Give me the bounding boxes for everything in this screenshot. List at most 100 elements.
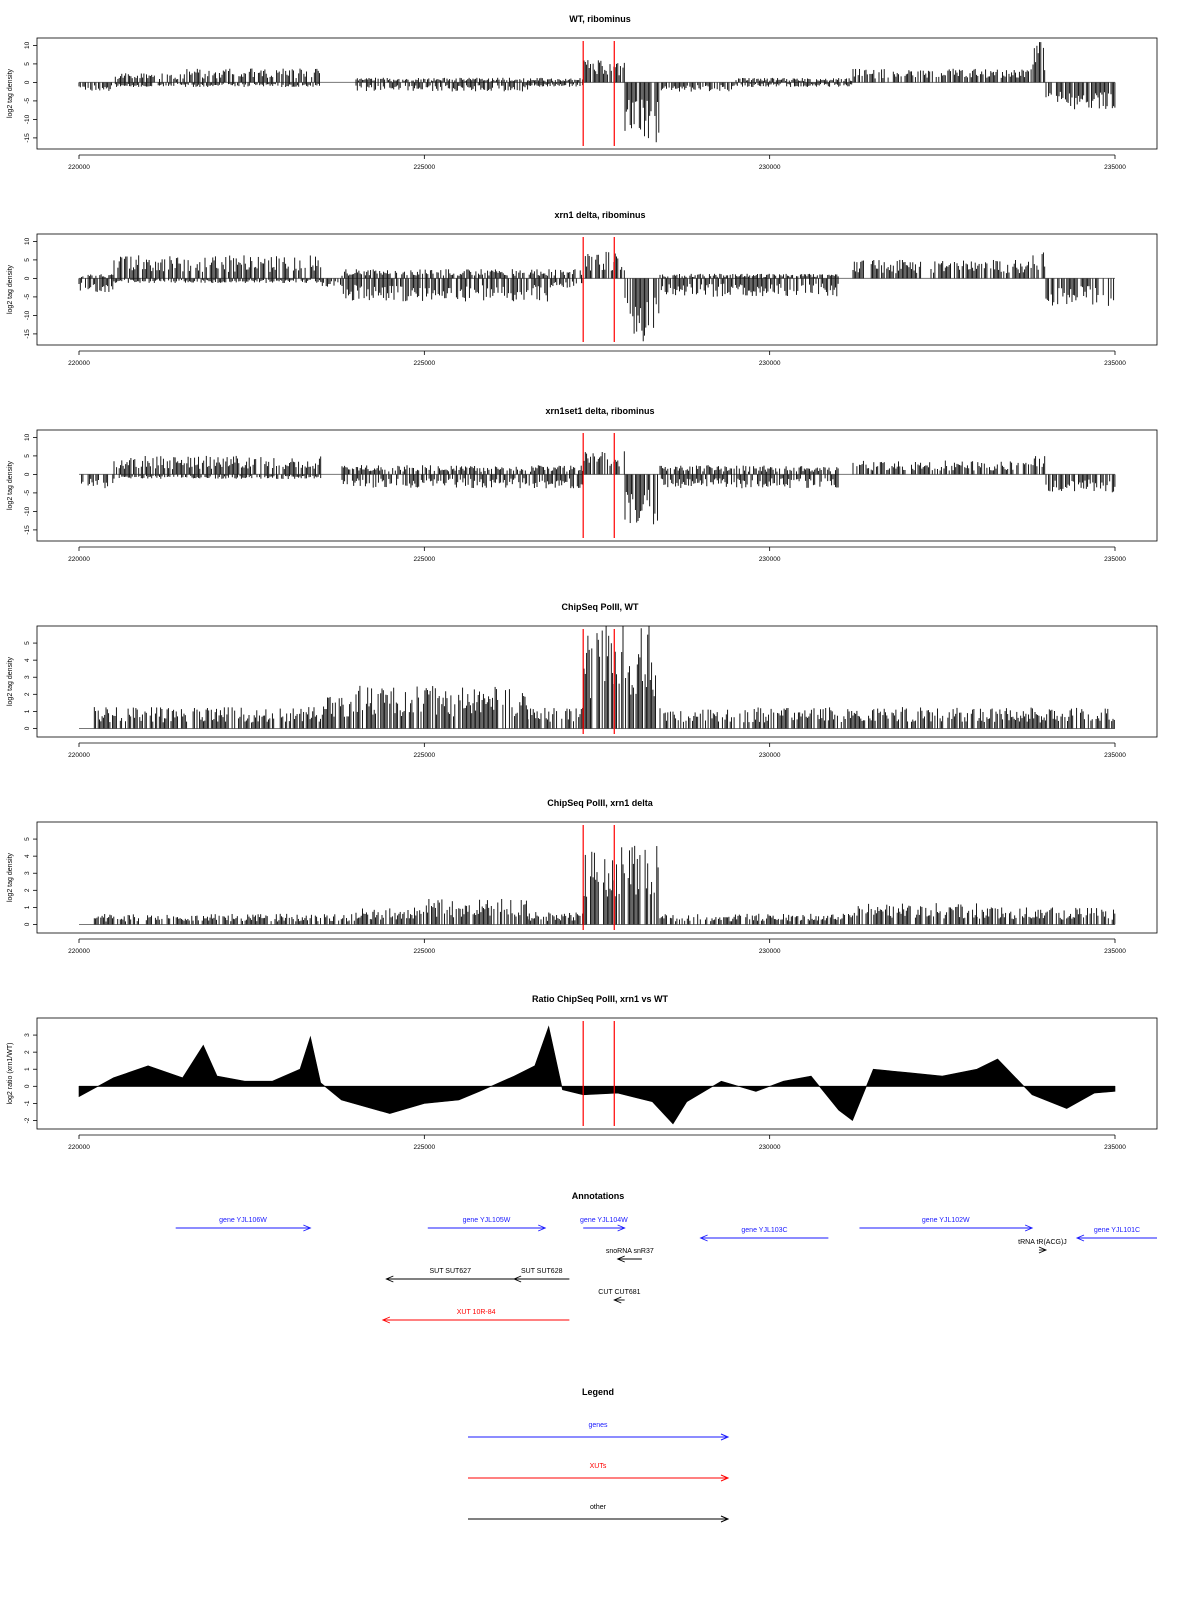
y-tick-label: 5 — [24, 258, 31, 262]
arrow-head — [1075, 1234, 1085, 1242]
legend-arrow-head — [720, 1474, 730, 1482]
y-tick-label: 0 — [24, 726, 31, 730]
y-tick-label: 4 — [24, 658, 31, 662]
y-tick-label: -5 — [24, 490, 31, 496]
x-tick-label: 225000 — [413, 1144, 435, 1151]
y-tick-label: 3 — [24, 871, 31, 875]
y-tick-label: 0 — [24, 80, 31, 84]
y-tick-label: -5 — [24, 294, 31, 300]
y-tick-label: -10 — [24, 114, 31, 124]
y-axis-label: log2 tag density — [7, 264, 14, 314]
arrow-head — [385, 1275, 394, 1283]
y-tick-label: 5 — [24, 454, 31, 458]
x-tick-label: 225000 — [413, 360, 435, 367]
x-tick-label: 230000 — [759, 556, 781, 563]
legend-entry-label: other — [590, 1504, 607, 1511]
annotations-title: Annotations — [572, 1191, 625, 1201]
plot-frame — [36, 1017, 1158, 1130]
plot-frame — [36, 37, 1158, 150]
annotation-label: gene YJL104W — [580, 1217, 628, 1224]
legend-arrow-head — [720, 1433, 730, 1441]
annotation-label: gene YJL102W — [922, 1217, 970, 1224]
y-tick-label: -1 — [24, 1100, 31, 1106]
annotation-label: gene YJL101C — [1094, 1227, 1140, 1234]
y-tick-label: 5 — [24, 62, 31, 66]
y-tick-label: 1 — [24, 1067, 31, 1071]
x-tick-label: 220000 — [68, 360, 90, 367]
x-tick-label: 230000 — [759, 360, 781, 367]
arrow-head — [616, 1255, 625, 1263]
x-tick-label: 225000 — [413, 948, 435, 955]
annotation-label: CUT CUT681 — [598, 1289, 640, 1296]
y-tick-label: 1 — [24, 905, 31, 909]
x-tick-label: 235000 — [1104, 360, 1126, 367]
annotation-label: gene YJL103C — [741, 1227, 787, 1234]
y-tick-label: 0 — [24, 472, 31, 476]
y-tick-label: 10 — [24, 41, 31, 49]
panel-title: ChipSeq PolII, WT — [562, 602, 639, 612]
y-axis-label: log2 tag density — [7, 656, 14, 706]
y-tick-label: -15 — [24, 525, 31, 535]
y-tick-label: 4 — [24, 854, 31, 858]
x-tick-label: 235000 — [1104, 948, 1126, 955]
arrow-head — [538, 1224, 547, 1232]
legend-title: Legend — [582, 1387, 614, 1397]
x-tick-label: 230000 — [759, 948, 781, 955]
annotation-label: XUT 10R-84 — [457, 1309, 496, 1316]
y-tick-label: -10 — [24, 310, 31, 320]
x-tick-label: 230000 — [759, 1144, 781, 1151]
plot-frame — [36, 821, 1158, 934]
y-axis-label: log2 tag density — [7, 460, 14, 510]
y-tick-label: 5 — [24, 641, 31, 645]
y-tick-label: -10 — [24, 506, 31, 516]
x-tick-label: 235000 — [1104, 1144, 1126, 1151]
annotation-label: snoRNA snR37 — [606, 1248, 654, 1255]
arrow-head — [1024, 1224, 1034, 1232]
y-tick-label: 5 — [24, 837, 31, 841]
annotation-label: gene YJL105W — [463, 1217, 511, 1224]
y-tick-label: 1 — [24, 709, 31, 713]
y-tick-label: 3 — [24, 675, 31, 679]
y-tick-label: 2 — [24, 888, 31, 892]
y-tick-label: 0 — [24, 922, 31, 926]
arrow-head — [613, 1296, 622, 1304]
arrow-head — [303, 1224, 312, 1232]
x-tick-label: 235000 — [1104, 556, 1126, 563]
legend-arrow-head — [720, 1515, 730, 1523]
y-tick-label: 0 — [24, 1084, 31, 1088]
arrow-head — [1038, 1246, 1048, 1254]
panel-title: WT, ribominus — [569, 14, 631, 24]
plot-frame — [36, 429, 1158, 542]
annotation-label: SUT SUT628 — [521, 1268, 563, 1275]
arrow-head — [381, 1316, 391, 1324]
x-tick-label: 235000 — [1104, 164, 1126, 171]
x-tick-label: 220000 — [68, 1144, 90, 1151]
x-tick-label: 230000 — [759, 752, 781, 759]
arrow-head — [699, 1234, 708, 1242]
y-axis-label: log2 tag density — [7, 68, 14, 118]
panel-title: ChipSeq PolII, xrn1 delta — [547, 798, 654, 808]
y-tick-label: -2 — [24, 1117, 31, 1123]
x-tick-label: 220000 — [68, 164, 90, 171]
y-tick-label: 0 — [24, 276, 31, 280]
legend-entry-label: XUTs — [590, 1463, 607, 1470]
x-tick-label: 225000 — [413, 752, 435, 759]
x-tick-label: 225000 — [413, 164, 435, 171]
y-tick-label: 2 — [24, 1050, 31, 1054]
x-tick-label: 230000 — [759, 164, 781, 171]
y-tick-label: -15 — [24, 133, 31, 143]
x-tick-label: 235000 — [1104, 752, 1126, 759]
legend-entry-label: genes — [588, 1422, 608, 1429]
y-axis-label: log2 tag density — [7, 852, 14, 902]
annotation-label: tRNA tR(ACG)J — [1018, 1239, 1067, 1246]
y-tick-label: 10 — [24, 237, 31, 245]
arrow-head — [617, 1224, 626, 1232]
x-tick-label: 220000 — [68, 752, 90, 759]
x-tick-label: 220000 — [68, 948, 90, 955]
annotation-label: gene YJL106W — [219, 1217, 267, 1224]
x-tick-label: 220000 — [68, 556, 90, 563]
x-tick-label: 225000 — [413, 556, 435, 563]
y-tick-label: -5 — [24, 98, 31, 104]
annotation-label: SUT SUT627 — [429, 1268, 471, 1275]
